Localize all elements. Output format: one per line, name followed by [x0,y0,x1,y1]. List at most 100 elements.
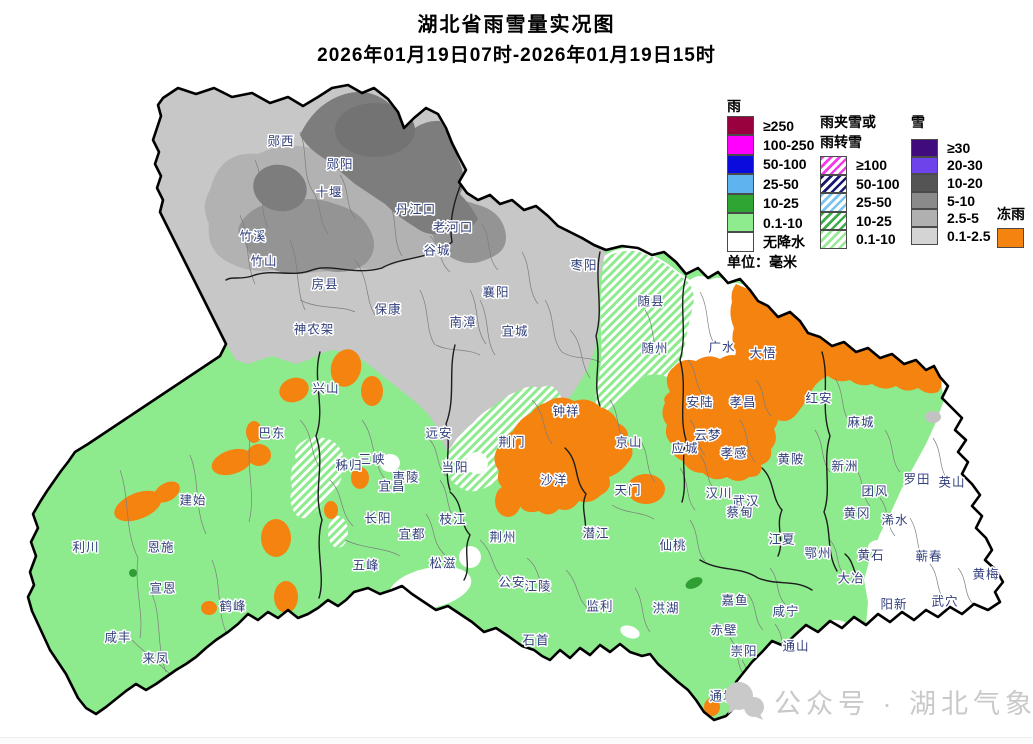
map-label-56: 仙桃 [659,537,686,552]
map-label-18: 大悟 [749,345,776,360]
legend-swatch [911,156,938,175]
legend-swatch [727,116,754,136]
legend-snow: 雪 ≥30 20-30 10-20 5-10 2.5-5 0.1-2.5 [911,112,991,245]
legend-row: 10-25 [820,211,900,230]
legend-swatch [820,156,847,175]
map-label-12: 保康 [374,301,401,316]
map-label-46: 武汉 [732,494,759,508]
map-label-31: 孝感 [720,445,747,460]
legend-sleet: 雨夹雪或 雨转雪 ≥100 50-100 25-50 10-25 0.1-10 [820,112,900,249]
legend-row: 20-30 [911,156,991,175]
map-label-35: 新洲 [831,458,858,473]
map-label-59: 鄂州 [804,546,831,560]
legend-label: 0.1-10 [856,231,896,248]
legend-swatch [727,212,754,233]
map-label-6: 谷城 [423,243,450,257]
legend-rain: 雨 ≥250 100-250 50-100 25-50 10-25 0.1-10 无降水 [727,96,814,252]
map-label-17: 广水 [708,340,735,354]
legend-rain-items: ≥250 100-250 50-100 25-50 10-25 0.1-10 无降水 [727,116,814,252]
map-label-47: 蔡甸 [726,505,753,519]
wechat-bubbles-icon [725,682,764,720]
map-label-20: 红安 [805,390,832,405]
map-label-34: 当阳 [441,460,468,474]
map-label-33: 秭归 [335,458,362,472]
map-label-37: 夷陵 [392,469,419,484]
map-label-81: 来凤 [142,651,169,665]
map-label-70: 阳新 [880,596,907,611]
rain-moderate-spots [129,569,703,589]
legend-swatch [727,135,754,155]
map-label-66: 公安 [498,574,525,589]
legend-row: 5-10 [911,191,991,210]
legend-row: 2.5-5 [911,209,991,227]
map-label-32: 三峡 [358,452,385,466]
county-boundaries [119,131,974,697]
map-label-9: 房县 [311,276,338,291]
map-label-38: 罗田 [903,472,930,486]
watermark: 公众号 · 湖北气象 [722,680,1033,722]
map-label-72: 洪湖 [652,600,679,615]
map-label-73: 鹤峰 [219,598,246,613]
legend-swatch [727,232,754,252]
map-label-28: 京山 [615,435,642,449]
map-label-67: 江陵 [524,579,551,593]
legend-swatch [911,209,938,227]
legend-swatch [727,154,754,175]
legend-label: ≥250 [763,117,795,134]
map-label-36: 黄陂 [777,451,804,466]
legend-row: 无降水 [727,232,814,252]
legend-label: 25-50 [763,175,799,192]
legend-swatch [911,139,938,157]
map-label-26: 远安 [425,425,452,440]
map-label-42: 团风 [861,484,888,498]
legend-row: 0.1-10 [727,212,814,233]
map-label-62: 松滋 [429,555,456,570]
map-label-40: 沙洋 [540,472,567,487]
legend-snow-title: 雪 [911,114,925,130]
map-label-41: 宜昌 [378,478,405,493]
map-label-4: 老河口 [433,220,474,234]
map-label-1: 郧阳 [326,157,353,171]
map-label-48: 黄冈 [843,506,870,520]
map-label-44: 汉川 [705,486,732,500]
legend-swatch [820,193,847,212]
legend-swatch [820,230,847,249]
map-label-39: 英山 [938,475,965,489]
map-label-10: 襄阳 [482,284,509,299]
map-label-63: 五峰 [352,558,379,572]
map-label-25: 巴东 [258,426,285,440]
map-label-74: 嘉鱼 [721,593,748,607]
map-label-24: 麻城 [847,414,874,429]
legend-swatch [911,174,938,192]
map-label-69: 武穴 [931,593,958,608]
map-label-65: 大冶 [837,571,864,585]
legend-label: 10-25 [856,212,892,229]
legend-swatch [911,226,938,245]
map-label-19: 兴山 [312,381,339,395]
map-label-22: 孝昌 [729,395,756,409]
legend-label: 25-50 [856,194,892,211]
map-label-76: 赤壁 [710,622,737,637]
prefecture-boundaries [225,171,863,599]
legend-label: 50-100 [856,175,900,192]
legend-rain-title: 雨 [727,98,741,114]
snow-patch-10-20-west [253,164,307,212]
map-label-54: 荆州 [489,530,516,544]
sleet-region-changyang [328,516,348,548]
legend-label: 10-20 [947,174,983,191]
map-label-61: 蕲春 [915,549,942,563]
map-label-5: 竹溪 [239,229,266,243]
legend-row: 25-50 [820,193,900,212]
map-label-13: 南漳 [449,314,476,329]
legend-row: 10-20 [911,174,991,192]
legend-sleet-title-line2: 雨转雪 [820,134,862,150]
legend-swatch [727,174,754,194]
watermark-text: 公众号 · 湖北气象 [774,688,1033,719]
map-label-80: 崇阳 [730,644,757,658]
map-label-50: 浠水 [881,512,908,527]
legend-row: 50-100 [727,154,814,175]
map-label-11: 随县 [637,293,664,308]
map-label-30: 应城 [671,440,698,455]
legend-label: 20-30 [947,157,983,174]
